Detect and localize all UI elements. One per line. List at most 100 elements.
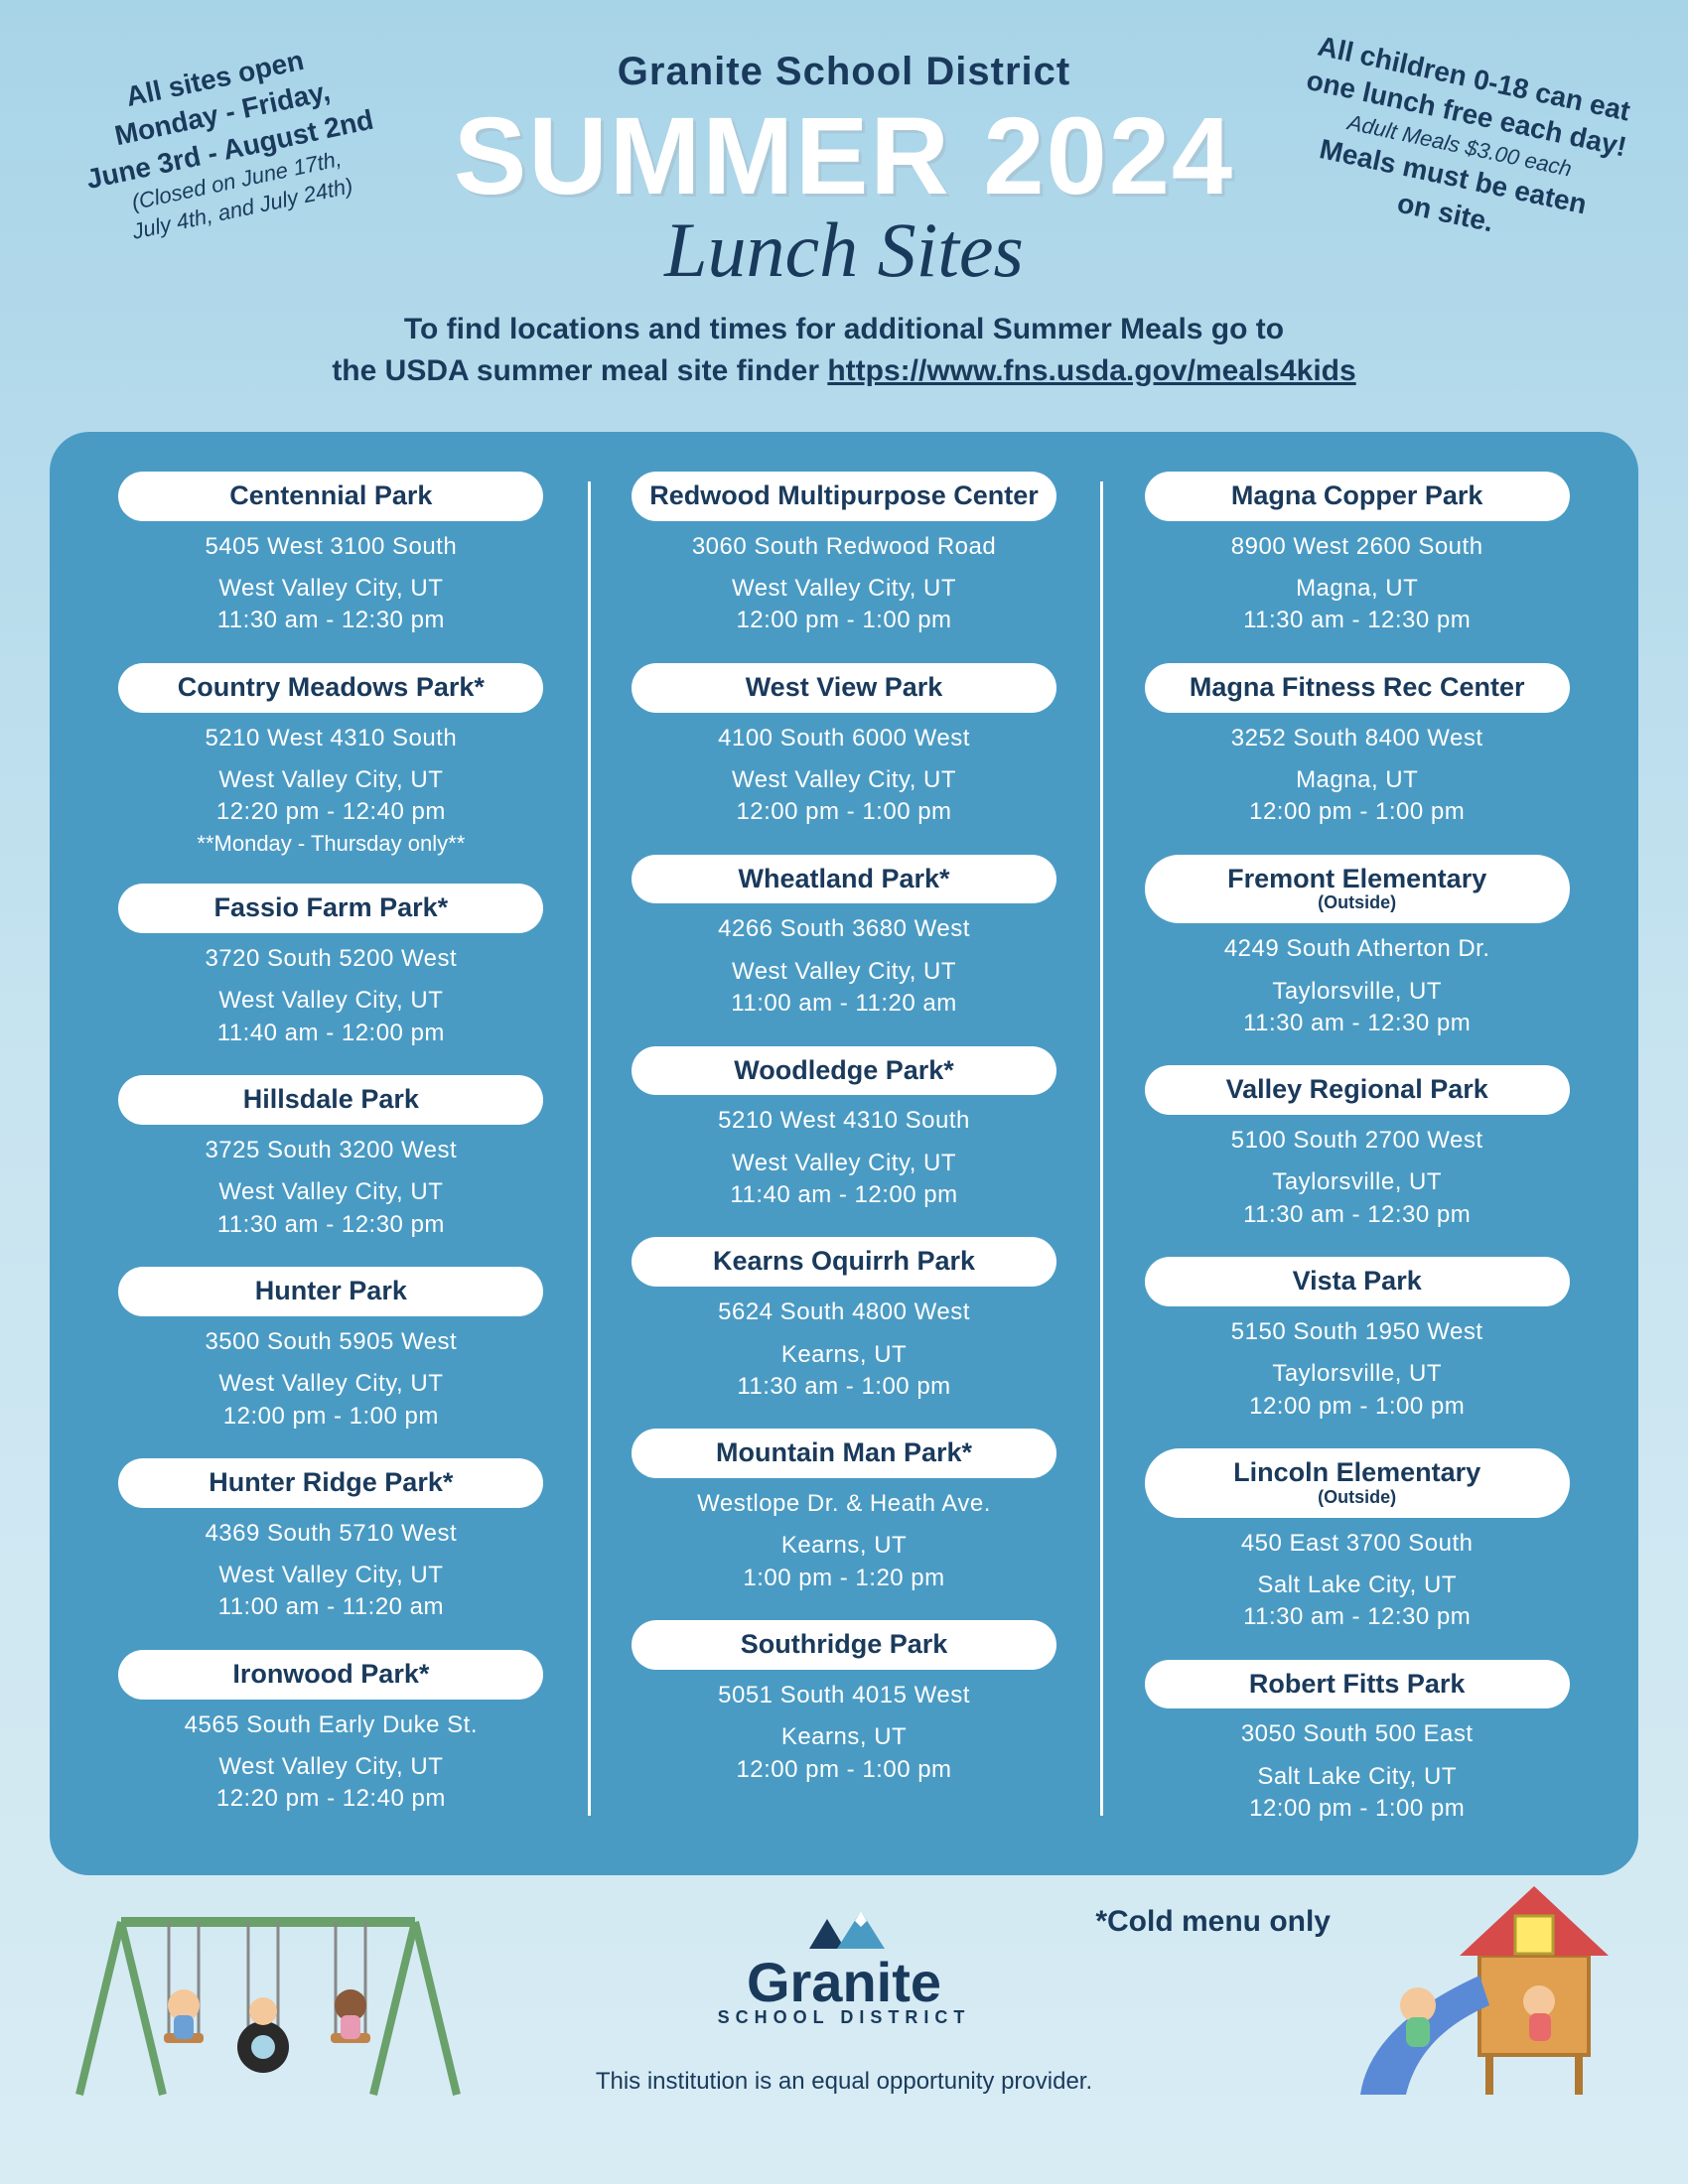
site-address-line: 3720 South 5200 West: [89, 943, 573, 975]
site-name: Lincoln Elementary(Outside): [1145, 1448, 1570, 1517]
site-time: 12:00 pm - 1:00 pm: [603, 796, 1086, 828]
site-address-line: 4249 South Atherton Dr.: [1115, 933, 1599, 965]
site-address-line: 5150 South 1950 West: [1115, 1316, 1599, 1348]
sites-columns: Centennial Park 5405 West 3100 South West …: [89, 472, 1599, 1826]
site-entry: Mountain Man Park* Westlope Dr. & Heath A…: [603, 1429, 1086, 1594]
site-name: Country Meadows Park*: [118, 663, 543, 713]
site-time: 1:00 pm - 1:20 pm: [603, 1563, 1086, 1594]
site-entry: Ironwood Park* 4565 South Early Duke St. W…: [89, 1650, 573, 1816]
site-name: Redwood Multipurpose Center: [632, 472, 1056, 521]
site-address-line: Kearns, UT: [603, 1339, 1086, 1371]
site-address-line: 5051 South 4015 West: [603, 1680, 1086, 1711]
site-address-line: Taylorsville, UT: [1115, 976, 1599, 1008]
site-time: 12:20 pm - 12:40 pm: [89, 1783, 573, 1815]
site-entry: Hunter Ridge Park*4369 South 5710 WestWe…: [89, 1458, 573, 1624]
subhead: To find locations and times for addition…: [60, 309, 1628, 392]
site-address-line: Magna, UT: [1115, 573, 1599, 605]
site-address-line: Salt Lake City, UT: [1115, 1761, 1599, 1793]
site-name: Kearns Oquirrh Park: [632, 1237, 1056, 1287]
site-entry: Fassio Farm Park*3720 South 5200 WestWes…: [89, 884, 573, 1049]
site-time: 11:00 am - 11:20 am: [89, 1591, 573, 1623]
site-name: Hillsdale Park: [118, 1075, 543, 1125]
site-sublocation: (Outside): [1161, 1488, 1554, 1508]
site-time: 12:20 pm - 12:40 pm: [89, 796, 573, 828]
site-entry: Hillsdale Park 3725 South 3200 West West V…: [89, 1075, 573, 1241]
mountain-icon: [789, 1905, 899, 1953]
site-time: 11:30 am - 12:30 pm: [1115, 1008, 1599, 1039]
site-time: 11:30 am - 1:00 pm: [603, 1371, 1086, 1403]
site-address-line: 4266 South 3680 West: [603, 913, 1086, 945]
site-time: 11:30 am - 12:30 pm: [1115, 1199, 1599, 1231]
site-entry: West View Park4100 South 6000 WestWest V…: [603, 663, 1086, 829]
site-address-line: Westlope Dr. & Heath Ave.: [603, 1488, 1086, 1520]
site-entry: Lincoln Elementary(Outside)450 East 3700…: [1115, 1448, 1599, 1634]
site-address-line: Salt Lake City, UT: [1115, 1570, 1599, 1601]
site-entry: Country Meadows Park*5210 West 4310 Sout…: [89, 663, 573, 859]
site-name: Hunter Park: [118, 1267, 543, 1316]
site-name: Fremont Elementary(Outside): [1145, 855, 1570, 923]
swings-illustration: [60, 1906, 477, 2105]
site-address-line: Magna, UT: [1115, 764, 1599, 796]
site-time: 12:00 pm - 1:00 pm: [1115, 1391, 1599, 1423]
site-time: 11:40 am - 12:00 pm: [89, 1018, 573, 1049]
site-address-line: 5100 South 2700 West: [1115, 1125, 1599, 1157]
site-address-line: West Valley City, UT: [89, 1560, 573, 1591]
site-name: Robert Fitts Park: [1145, 1660, 1570, 1709]
site-time: 11:00 am - 11:20 am: [603, 988, 1086, 1020]
site-time: 12:00 pm - 1:00 pm: [1115, 796, 1599, 828]
site-address-line: West Valley City, UT: [603, 764, 1086, 796]
site-entry: Robert Fitts Park3050 South 500 EastSalt…: [1115, 1660, 1599, 1826]
site-address-line: 4565 South Early Duke St.: [89, 1709, 573, 1741]
logo-subtext: SCHOOL DISTRICT: [718, 2007, 971, 2028]
site-address-line: West Valley City, UT: [89, 573, 573, 605]
site-entry: Hunter Park 3500 South 5905 West West Vall…: [89, 1267, 573, 1433]
site-name: Magna Fitness Rec Center: [1145, 663, 1570, 713]
site-time: 11:30 am - 12:30 pm: [1115, 1601, 1599, 1633]
site-entry: Wheatland Park*4266 South 3680 WestWest …: [603, 855, 1086, 1021]
sites-panel: Centennial Park 5405 West 3100 South West …: [50, 432, 1638, 1875]
site-entry: Southridge Park5051 South 4015 WestKearn…: [603, 1620, 1086, 1786]
site-name: Ironwood Park*: [118, 1650, 543, 1700]
site-name: Woodledge Park*: [632, 1046, 1056, 1096]
site-time: 12:00 pm - 1:00 pm: [1115, 1793, 1599, 1825]
site-address-line: West Valley City, UT: [603, 573, 1086, 605]
site-time: 12:00 pm - 1:00 pm: [603, 605, 1086, 636]
site-entry: Fremont Elementary(Outside) 4249 South At…: [1115, 855, 1599, 1040]
site-address-line: 4369 South 5710 West: [89, 1518, 573, 1550]
subhead-line: the USDA summer meal site finder: [332, 354, 827, 387]
site-address-line: West Valley City, UT: [603, 956, 1086, 988]
site-address-line: 3500 South 5905 West: [89, 1326, 573, 1358]
usda-link[interactable]: https://www.fns.usda.gov/meals4kids: [827, 354, 1355, 387]
subhead-line: To find locations and times for addition…: [404, 313, 1284, 345]
site-address-line: 8900 West 2600 South: [1115, 531, 1599, 563]
site-note: **Monday - Thursday only**: [89, 829, 573, 859]
site-address-line: Taylorsville, UT: [1115, 1358, 1599, 1390]
site-entry: Centennial Park 5405 West 3100 South West …: [89, 472, 573, 637]
district-logo: Granite SCHOOL DISTRICT: [718, 1905, 971, 2028]
site-address-line: West Valley City, UT: [89, 1176, 573, 1208]
site-entry: Magna Copper Park 8900 West 2600 South Mag…: [1115, 472, 1599, 637]
site-address-line: Taylorsville, UT: [1115, 1166, 1599, 1198]
site-name: Centennial Park: [118, 472, 543, 521]
playground-illustration: [1331, 1846, 1628, 2105]
cold-menu-note: *Cold menu only: [1095, 1905, 1331, 1939]
site-time: 12:00 pm - 1:00 pm: [603, 1754, 1086, 1786]
header: All sites open Monday - Friday, June 3rd…: [0, 0, 1688, 412]
site-address-line: West Valley City, UT: [89, 764, 573, 796]
site-address-line: Kearns, UT: [603, 1530, 1086, 1562]
site-name: Magna Copper Park: [1145, 472, 1570, 521]
sites-column: Magna Copper Park 8900 West 2600 South Mag…: [1115, 472, 1599, 1826]
site-time: 11:40 am - 12:00 pm: [603, 1179, 1086, 1211]
site-entry: Woodledge Park*5210 West 4310 SouthWest …: [603, 1046, 1086, 1212]
sites-column: Centennial Park 5405 West 3100 South West …: [89, 472, 573, 1826]
site-address-line: West Valley City, UT: [89, 1368, 573, 1400]
site-address-line: 5405 West 3100 South: [89, 531, 573, 563]
site-address-line: West Valley City, UT: [89, 1751, 573, 1783]
site-address-line: West Valley City, UT: [89, 985, 573, 1017]
site-address-line: 3252 South 8400 West: [1115, 723, 1599, 754]
site-address-line: Kearns, UT: [603, 1721, 1086, 1753]
site-name: Mountain Man Park*: [632, 1429, 1056, 1478]
site-address-line: 3725 South 3200 West: [89, 1135, 573, 1166]
site-entry: Magna Fitness Rec Center 3252 South 8400 …: [1115, 663, 1599, 829]
site-address-line: West Valley City, UT: [603, 1148, 1086, 1179]
